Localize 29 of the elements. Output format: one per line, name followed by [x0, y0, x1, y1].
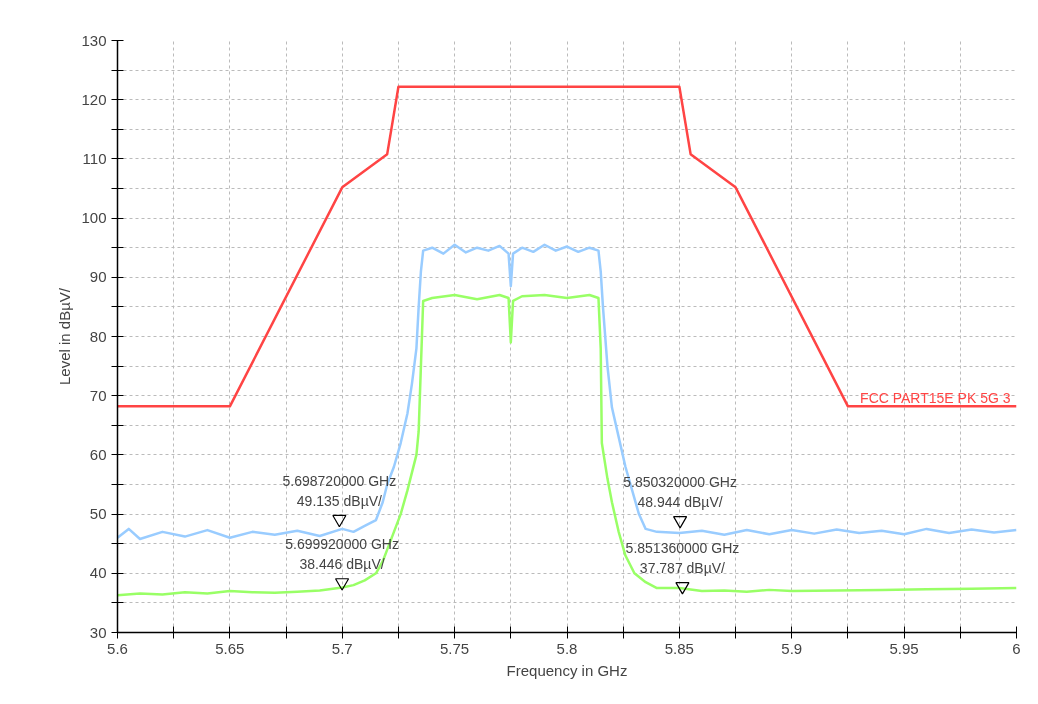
- y-tick-label: 120: [81, 90, 107, 108]
- y-tick-label: 110: [82, 149, 107, 167]
- y-tick-label: 30: [89, 623, 107, 641]
- annotation: 5.850320000 GHz 48.944 dBµV/: [623, 474, 737, 511]
- y-tick-label: 100: [81, 209, 107, 227]
- x-tick-label: 5.95: [889, 639, 919, 657]
- y-tick-label: 90: [89, 268, 107, 286]
- series-label: FCC PART15E PK 5G 3: [860, 390, 1011, 407]
- x-tick-label: 5.9: [781, 639, 803, 657]
- y-tick-label: 40: [89, 564, 107, 582]
- annotation: 5.851360000 GHz 37.787 dBµV/: [625, 540, 740, 577]
- x-tick-label: 5.75: [440, 639, 470, 657]
- line-series: [117, 243, 1017, 541]
- x-tick-label: 5.6: [107, 639, 128, 657]
- x-tick-label: 6: [1012, 639, 1021, 657]
- x-tick-label: 5.8: [556, 639, 578, 657]
- y-tick-label: 70: [89, 386, 107, 404]
- annotation: 5.698720000 GHz 49.135 dBµV/: [282, 473, 397, 510]
- y-tick-label: 50: [89, 505, 107, 523]
- y-tick-label: 80: [89, 327, 107, 345]
- y-tick-label: 130: [81, 31, 107, 49]
- line-series: [117, 85, 1017, 408]
- x-tick-label: 5.85: [664, 639, 694, 657]
- y-tick-label: 60: [89, 445, 107, 463]
- y-axis-title: Level in dBµV/: [56, 287, 74, 386]
- x-tick-label: 5.65: [215, 639, 245, 657]
- x-axis-title: Frequency in GHz: [506, 661, 628, 679]
- line-series: [117, 293, 1017, 597]
- x-tick-label: 5.7: [331, 639, 353, 657]
